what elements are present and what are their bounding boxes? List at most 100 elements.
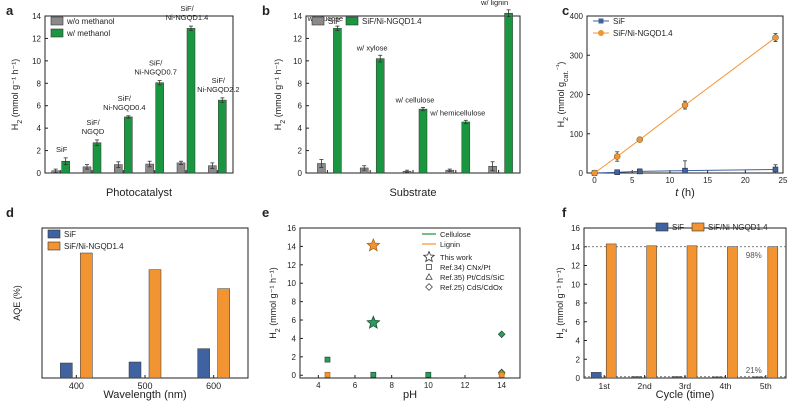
y-tick-label: 10	[571, 280, 580, 289]
legend-label: Ref.35) Pt/CdS/SiC	[440, 273, 505, 282]
data-point	[592, 170, 598, 176]
bar	[149, 270, 161, 378]
annotation-21: 21%	[746, 366, 762, 375]
legend-sif-label: SiF	[672, 223, 684, 232]
category-label: SiF/	[118, 94, 132, 103]
y-axis-label: H2 (mmol g⁻¹ h⁻¹)	[273, 59, 287, 130]
legend-sif-ni-ngqd-label: SiF/Ni-NGQD1.4	[708, 223, 768, 232]
x-tick-label: 14	[497, 381, 506, 390]
data-point-square	[325, 372, 330, 377]
y-tick-label: 12	[571, 262, 580, 271]
category-label: Ni-NGQD0.7	[134, 67, 177, 76]
y-tick-label: 6	[292, 316, 297, 325]
y-tick-label: 400	[570, 12, 584, 21]
bar	[647, 246, 657, 378]
ylabel-part: (mmol g	[10, 85, 20, 120]
y-axis-label: H2 (mmol g⁻¹ h⁻¹)	[10, 59, 24, 130]
bar	[462, 122, 470, 173]
data-point-square	[427, 265, 432, 270]
y-tick-label: 0	[37, 169, 42, 178]
ylabel-part: (mmol g⁻¹ h⁻¹)	[268, 267, 278, 328]
bar	[672, 377, 682, 378]
legend-sif-swatch	[48, 230, 60, 238]
y-tick-label: 2	[292, 353, 297, 362]
y-tick-label: 8	[292, 298, 297, 307]
data-point-square	[426, 372, 431, 377]
legend-sif-ni-ngqd-swatch	[692, 223, 704, 231]
data-point-star	[424, 252, 434, 262]
x-axis-label: Photocatalyst	[106, 187, 172, 199]
y-tick-label: 14	[32, 12, 41, 21]
category-label: Ni-NGQD1.4	[166, 13, 209, 22]
y-axis-label: H2 (mmol gcat.⁻¹)	[556, 62, 570, 128]
panel-letter-f: f	[562, 205, 567, 220]
legend-sif-ni-ngqd-label: SiF/Ni-NGQD1.4	[362, 17, 422, 26]
legend-sif-ni-ngqd-swatch	[48, 242, 60, 250]
y-tick-label: 10	[32, 57, 41, 66]
bar	[606, 244, 616, 378]
y-tick-label: 4	[298, 124, 303, 133]
data-point-square	[371, 372, 376, 377]
legend-label: Cellulose	[440, 230, 471, 239]
figure: a02468101214H2 (mmol g⁻¹ h⁻¹)SiFSiF/NGQD…	[0, 0, 795, 410]
x-tick-label: 6	[353, 381, 358, 390]
category-label: w/ cellulose	[395, 95, 435, 104]
ylabel-part: ⁻¹	[10, 62, 20, 70]
y-tick-label: 8	[298, 79, 303, 88]
legend-label: SiF	[613, 17, 625, 26]
panel-letter-b: b	[262, 3, 270, 18]
y-tick-label: 4	[37, 124, 42, 133]
bar	[80, 253, 92, 378]
x-tick-label: 4th	[719, 381, 731, 391]
ylabel-part: ⁻¹	[10, 77, 20, 85]
bar	[333, 28, 341, 173]
data-point	[615, 170, 620, 175]
legend-marker	[599, 19, 604, 24]
y-tick-label: 12	[32, 34, 41, 43]
legend-sif-ni-ngqd-swatch	[346, 17, 358, 25]
category-label: w/ xylose	[356, 43, 388, 52]
plot-frame	[587, 16, 783, 173]
category-label: Ni-NGQD2.2	[197, 85, 240, 94]
panel-letter-e: e	[262, 205, 269, 220]
legend-label: This work	[440, 253, 472, 262]
bar	[753, 377, 763, 378]
legend-w-methanol-swatch	[51, 29, 63, 37]
y-tick-label: 0	[292, 371, 297, 380]
bar	[129, 362, 141, 378]
bar	[768, 247, 778, 378]
y-tick-label: 6	[298, 102, 303, 111]
bar	[218, 289, 230, 378]
bar	[60, 363, 72, 378]
legend-w-methanol-label: w/ methanol	[66, 29, 110, 38]
data-point	[682, 102, 688, 108]
x-tick-label: 25	[779, 176, 788, 185]
legend-sif-ni-ngqd-label: SiF/Ni-NGQD1.4	[64, 242, 124, 251]
bar	[505, 13, 513, 173]
x-tick-label: 15	[703, 176, 712, 185]
legend-marker	[598, 30, 604, 36]
x-tick-label: 4	[316, 381, 321, 390]
plot-frame	[300, 228, 520, 378]
y-tick-label: 12	[293, 34, 302, 43]
data-point-triangle	[426, 274, 432, 279]
x-axis-label: Wavelength (nm)	[103, 389, 186, 401]
bar	[124, 117, 132, 173]
legend-sif-swatch	[656, 223, 668, 231]
x-tick-label: 10	[424, 381, 433, 390]
y-tick-label: 16	[571, 224, 580, 233]
legend-label: Ref.25) CdS/CdOx	[440, 283, 503, 292]
legend-sif-label: SiF	[64, 230, 76, 239]
y-tick-label: 2	[298, 147, 303, 156]
data-point-star	[367, 239, 379, 251]
y-tick-label: 8	[576, 299, 581, 308]
x-tick-label: 2nd	[638, 381, 652, 391]
bar	[591, 372, 601, 378]
y-tick-label: 14	[287, 242, 296, 251]
x-axis-label-unit: (h)	[678, 187, 695, 199]
bar	[93, 143, 101, 173]
y-axis-label: H2 (mmol g⁻¹ h⁻¹)	[555, 267, 569, 338]
x-tick-label: 5th	[760, 381, 772, 391]
data-point	[772, 35, 778, 41]
y-tick-label: 10	[287, 279, 296, 288]
